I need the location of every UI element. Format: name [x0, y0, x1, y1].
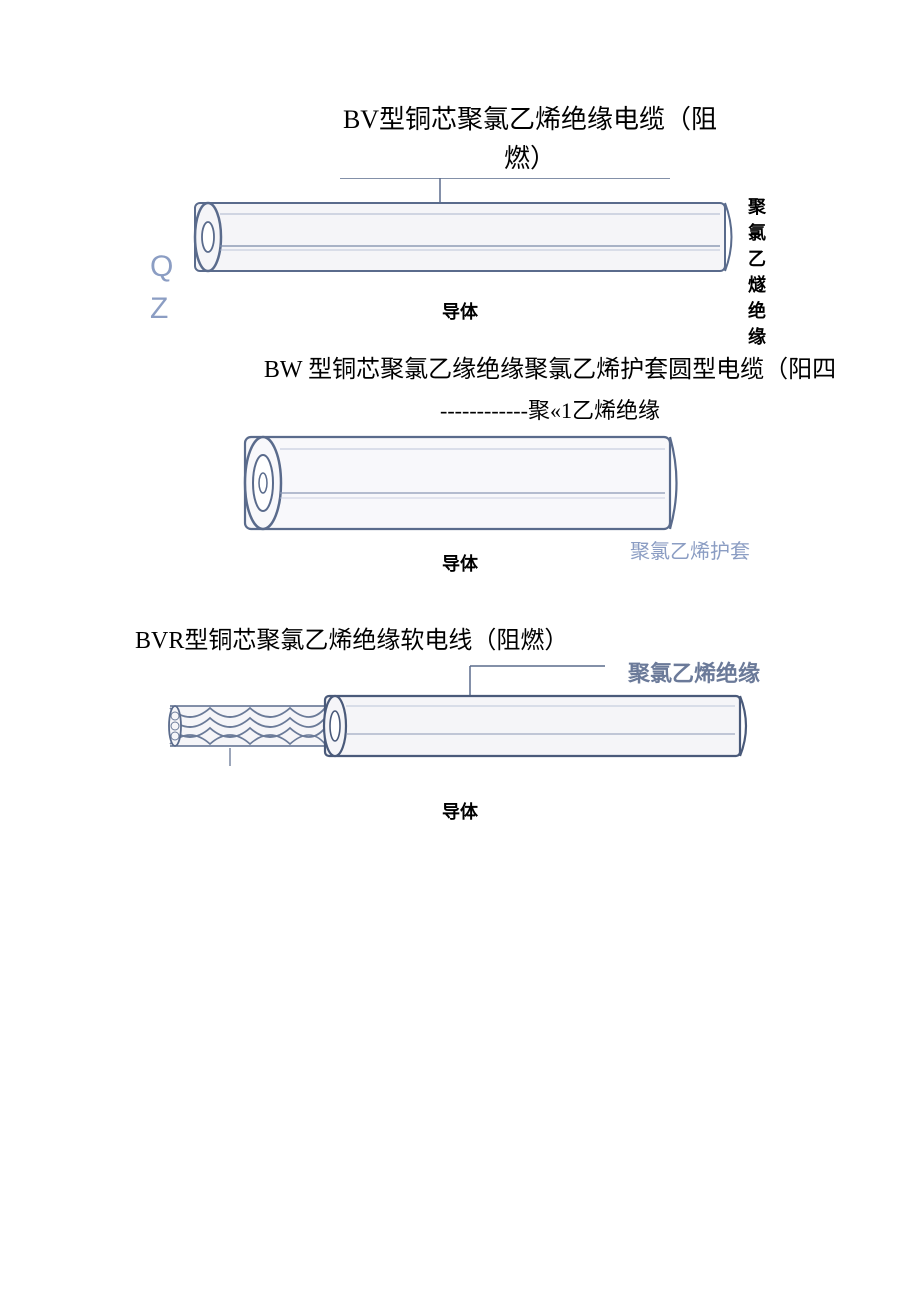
section-bvr: BVR型铜芯聚氯乙烯绝缘软电线（阻燃） 聚氯乙烯绝缘: [0, 625, 920, 825]
stranded-conductor-icon: [169, 706, 325, 746]
section-bw: BW 型铜芯聚氯乙缘绝缘聚氯乙烯护套圆型电缆（阳四 ------------聚«…: [0, 354, 920, 590]
insulation-callout-bvr: 聚氯乙烯绝缘: [628, 656, 760, 688]
title-bvr-wrap: BVR型铜芯聚氯乙烯绝缘软电线（阻燃）: [135, 625, 835, 659]
title-bv-line2: 燃）: [280, 139, 780, 178]
cable-svg-bv: [170, 178, 750, 283]
sheath-label-bw: 聚氯乙烯护套: [630, 535, 750, 564]
title-bv-wrap: BV型铜芯聚氯乙烯绝缘电缆（阻 燃）: [280, 100, 780, 178]
title-bvr: BVR型铜芯聚氯乙烯绝缘软电线（阻燃）: [135, 625, 835, 659]
title-bv-line1: BV型铜芯聚氯乙烯绝缘电缆（阻: [280, 100, 780, 139]
title-bw-wrap: BW 型铜芯聚氯乙缘绝缘聚氯乙烯护套圆型电缆（阳四 ------------聚«…: [200, 354, 900, 425]
diagram-bv: 聚氯乙燧绝缘: [170, 178, 750, 283]
diagram-bvr: 聚氯乙烯绝缘: [160, 658, 760, 768]
conductor-label-bw: 导体: [0, 550, 920, 576]
conductor-label-bvr: 导体: [0, 798, 920, 824]
insulation-label-bv: 聚氯乙燧绝缘: [748, 193, 766, 349]
conductor-label-bv: 导体: [0, 298, 920, 324]
dashed-label-bw: ------------聚«1乙烯绝缘: [200, 393, 900, 425]
diagram-bw: [235, 425, 685, 545]
page-content: Q Z BV型铜芯聚氯乙烯绝缘电缆（阻 燃） 聚氯乙燧绝缘: [0, 100, 920, 824]
cable-svg-bw: [235, 425, 685, 545]
section-bv: BV型铜芯聚氯乙烯绝缘电缆（阻 燃） 聚氯乙燧绝缘: [0, 100, 920, 324]
title-bw: BW 型铜芯聚氯乙缘绝缘聚氯乙烯护套圆型电缆（阳四: [200, 354, 900, 388]
